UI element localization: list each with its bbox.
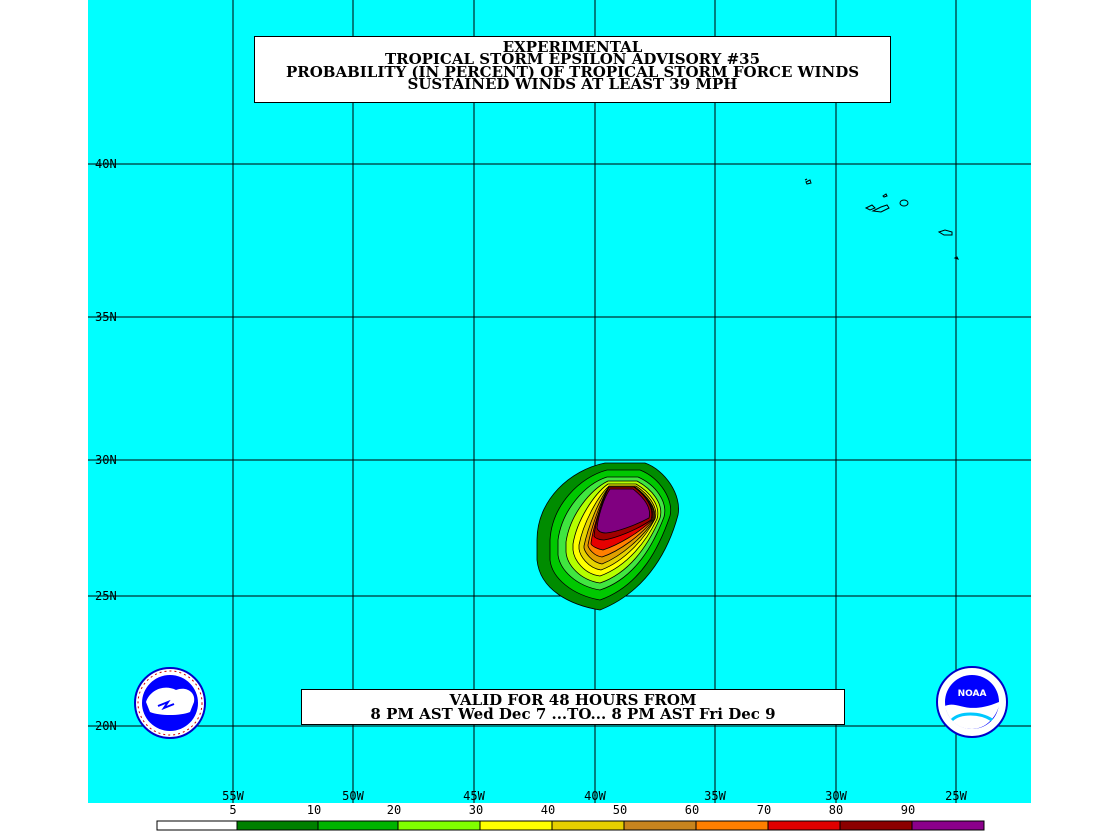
title-line-2: TROPICAL STORM EPSILON ADVISORY #35 <box>384 50 761 69</box>
azores-islands <box>804 178 959 260</box>
title-box: EXPERIMENTAL TROPICAL STORM EPSILON ADVI… <box>254 36 891 103</box>
valid-line-1: VALID FOR 48 HOURS FROM <box>449 691 697 709</box>
legend-label: 30 <box>469 803 483 817</box>
title-line-3: PROBABILITY (IN PERCENT) OF TROPICAL STO… <box>285 62 860 81</box>
grid-lines <box>88 0 1031 803</box>
legend-label: 70 <box>757 803 771 817</box>
lon-label-45w: 45W <box>463 789 485 803</box>
lon-label-30w: 30W <box>825 789 847 803</box>
svg-text:NOAA: NOAA <box>958 689 987 699</box>
title-line-4: SUSTAINED WINDS AT LEAST 39 MPH <box>407 75 738 94</box>
legend-bar <box>156 820 985 831</box>
title-line-1: EXPERIMENTAL <box>502 38 643 56</box>
lat-label-35n: 35N <box>95 310 117 324</box>
legend-label: 80 <box>829 803 843 817</box>
lat-label-25n: 25N <box>95 589 117 603</box>
legend-label: 20 <box>387 803 401 817</box>
legend-label: 60 <box>685 803 699 817</box>
valid-period-box: VALID FOR 48 HOURS FROM 8 PM AST Wed Dec… <box>301 689 845 725</box>
legend-label: 90 <box>901 803 915 817</box>
lat-label-20n: 20N <box>95 719 117 733</box>
legend-label: 5 <box>229 803 236 817</box>
lon-label-40w: 40W <box>584 789 606 803</box>
lon-label-35w: 35W <box>704 789 726 803</box>
valid-line-2: 8 PM AST Wed Dec 7 ...TO... 8 PM AST Fri… <box>370 705 776 723</box>
legend-label: 50 <box>613 803 627 817</box>
lon-label-55w: 55W <box>222 789 244 803</box>
lon-label-50w: 50W <box>342 789 364 803</box>
legend-label: 10 <box>307 803 321 817</box>
ocean-background <box>88 0 1031 803</box>
contour-95-plus <box>596 488 650 534</box>
lat-label-30n: 30N <box>95 453 117 467</box>
lat-label-40n: 40N <box>95 157 117 171</box>
noaa-logo-icon: NOAA <box>936 666 1008 738</box>
lon-label-25w: 25W <box>945 789 967 803</box>
legend-label: 40 <box>541 803 555 817</box>
nws-logo-icon <box>134 667 206 739</box>
probability-contours <box>536 462 679 611</box>
